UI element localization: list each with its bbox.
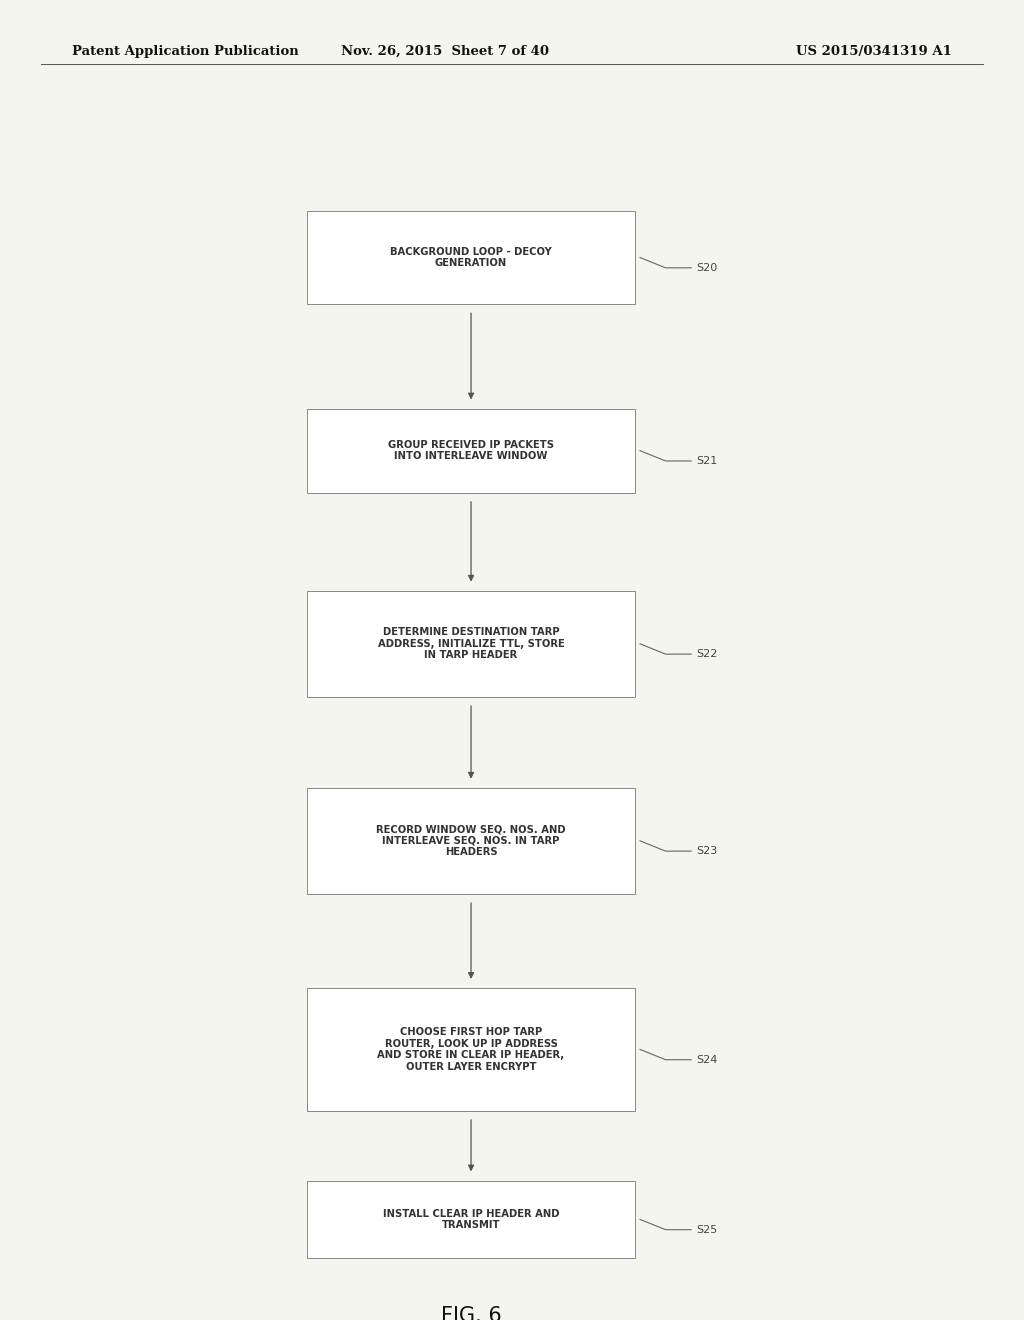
Text: RECORD WINDOW SEQ. NOS. AND
INTERLEAVE SEQ. NOS. IN TARP
HEADERS: RECORD WINDOW SEQ. NOS. AND INTERLEAVE S… [376, 824, 566, 858]
Text: Nov. 26, 2015  Sheet 7 of 40: Nov. 26, 2015 Sheet 7 of 40 [341, 45, 550, 58]
FancyBboxPatch shape [307, 788, 635, 894]
Text: S22: S22 [696, 649, 718, 659]
Text: S25: S25 [696, 1225, 718, 1234]
FancyBboxPatch shape [307, 989, 635, 1110]
Text: GROUP RECEIVED IP PACKETS
INTO INTERLEAVE WINDOW: GROUP RECEIVED IP PACKETS INTO INTERLEAV… [388, 440, 554, 462]
Text: S24: S24 [696, 1055, 718, 1065]
Text: Patent Application Publication: Patent Application Publication [72, 45, 298, 58]
Text: FIG. 6: FIG. 6 [440, 1305, 502, 1320]
Text: US 2015/0341319 A1: US 2015/0341319 A1 [797, 45, 952, 58]
Text: CHOOSE FIRST HOP TARP
ROUTER, LOOK UP IP ADDRESS
AND STORE IN CLEAR IP HEADER,
O: CHOOSE FIRST HOP TARP ROUTER, LOOK UP IP… [378, 1027, 564, 1072]
Text: DETERMINE DESTINATION TARP
ADDRESS, INITIALIZE TTL, STORE
IN TARP HEADER: DETERMINE DESTINATION TARP ADDRESS, INIT… [378, 627, 564, 660]
FancyBboxPatch shape [307, 409, 635, 492]
FancyBboxPatch shape [307, 591, 635, 697]
Text: S20: S20 [696, 263, 718, 273]
Text: BACKGROUND LOOP - DECOY
GENERATION: BACKGROUND LOOP - DECOY GENERATION [390, 247, 552, 268]
Text: INSTALL CLEAR IP HEADER AND
TRANSMIT: INSTALL CLEAR IP HEADER AND TRANSMIT [383, 1209, 559, 1230]
FancyBboxPatch shape [307, 1181, 635, 1258]
FancyBboxPatch shape [307, 211, 635, 304]
Text: S21: S21 [696, 455, 718, 466]
Text: S23: S23 [696, 846, 718, 857]
